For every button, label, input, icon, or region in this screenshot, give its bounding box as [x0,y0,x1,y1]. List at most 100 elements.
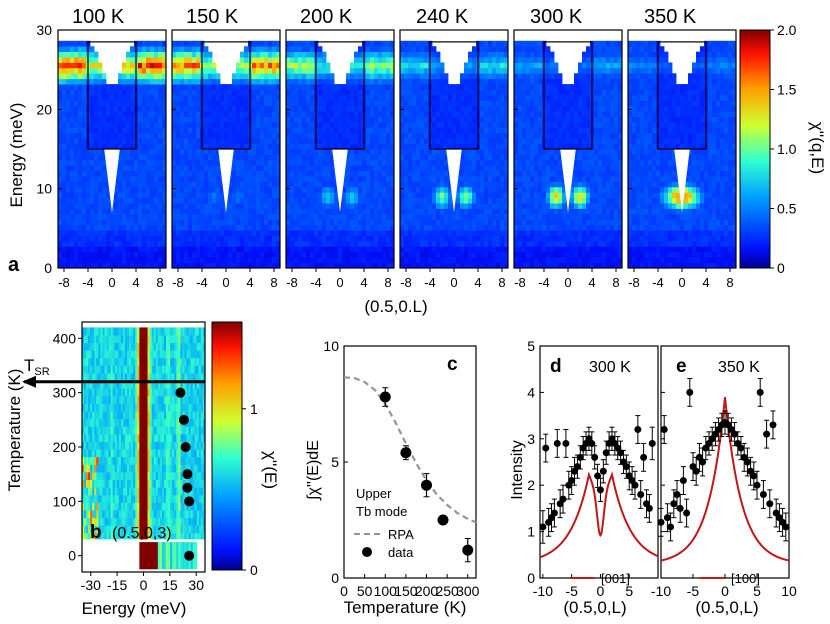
heatmap-cell [476,262,481,269]
heatmap-cell [66,181,71,188]
heatmap-cell [184,111,189,117]
heatmap-cell [286,246,291,253]
heatmap-cell [138,127,143,134]
heatmap-cell [138,203,143,209]
heatmap-cell [346,78,351,85]
heatmap-cell [82,105,87,112]
heatmap-cell [334,89,339,96]
heatmap-cell [252,62,257,69]
heatmap-cell [542,170,547,177]
heatmap-cell [154,170,159,177]
heatmap-cell [126,240,131,247]
heatmap-cell [558,94,563,101]
heatmap-cell [236,94,241,101]
heatmap-cell [252,51,257,58]
heatmap-cell [102,203,107,209]
heatmap-cell [386,89,391,96]
heatmap-cell [138,176,143,182]
heatmap-cell [504,262,509,269]
heatmap-cell [240,159,245,166]
heatmap-cell [530,208,535,215]
heatmap-cell [314,257,319,263]
heatmap-cell [204,105,209,112]
heatmap-cell [122,186,127,193]
heatmap-cell [408,170,413,177]
heatmap-cell [400,78,405,85]
heatmap-cell [114,230,119,236]
heatmap-cell [382,159,387,166]
heatmap-cell [366,197,371,204]
heatmap-cell [228,262,233,269]
heatmap-cell [264,224,269,231]
heatmap-cell [526,127,531,134]
heatmap-cell [346,224,351,231]
heatmap-cell [244,257,249,263]
x-tick-label: -8 [286,275,298,290]
heatmap-cell [82,208,87,215]
heatmap-cell [86,219,91,226]
heatmap-cell [404,165,409,172]
heatmap-cell [162,149,167,155]
heatmap-cell [158,73,163,80]
heatmap-cell [366,203,371,209]
heatmap-cell [484,176,489,182]
heatmap-cell [518,121,523,128]
heatmap-cell [382,121,387,128]
heatmap-cell [400,62,405,69]
heatmap-cell [180,224,185,231]
heatmap-cell [180,246,185,253]
heatmap-cell [208,257,213,263]
heatmap-cell [538,51,543,58]
heatmap-cell [448,251,453,258]
heatmap-cell [432,84,437,90]
heatmap-cell [180,257,185,263]
heatmap-cell [322,132,327,139]
heatmap-cell [522,219,527,226]
heatmap-cell [534,170,539,177]
heatmap-cell [456,116,461,123]
heatmap-cell [70,176,75,182]
heatmap-cell [504,111,509,117]
heatmap-cell [70,246,75,253]
heatmap-cell [264,197,269,204]
heatmap-cell [256,105,261,112]
heatmap-cell [286,197,291,204]
heatmap-cell [212,105,217,112]
heatmap-cell [176,57,181,63]
heatmap-cell [496,230,501,236]
heatmap-cell [452,224,457,231]
heatmap-cell [542,213,547,220]
heatmap-cell [196,186,201,193]
heatmap-cell [534,57,539,63]
heatmap-cell [476,224,481,231]
heatmap-cell [530,46,535,53]
heatmap-cell [416,94,421,101]
heatmap-cell [146,213,151,220]
heatmap-cell [382,251,387,258]
heatmap-cell [272,219,277,226]
heatmap-cell [382,165,387,172]
heatmap-cell [378,257,383,263]
heatmap-cell [366,73,371,80]
heatmap-cell [158,165,163,172]
heatmap-cell [386,230,391,236]
heatmap-cell [562,246,567,253]
heatmap-cell [484,197,489,204]
heatmap-cell [70,170,75,177]
heatmap-cell [420,149,425,155]
heatmap-cell [138,67,143,74]
heatmap-cell [122,257,127,263]
heatmap-cell [70,224,75,231]
heatmap-cell [362,230,367,236]
heatmap-cell [94,181,99,188]
heatmap-cell [558,138,563,144]
heatmap-cell [260,94,265,101]
heatmap-cell [90,89,95,96]
heatmap-cell [252,111,257,117]
heatmap-cell [416,78,421,85]
heatmap-cell [370,240,375,247]
heatmap-cell [480,67,485,74]
heatmap-cell [400,192,405,199]
heatmap-cell [318,111,323,117]
heatmap-cell [480,181,485,188]
